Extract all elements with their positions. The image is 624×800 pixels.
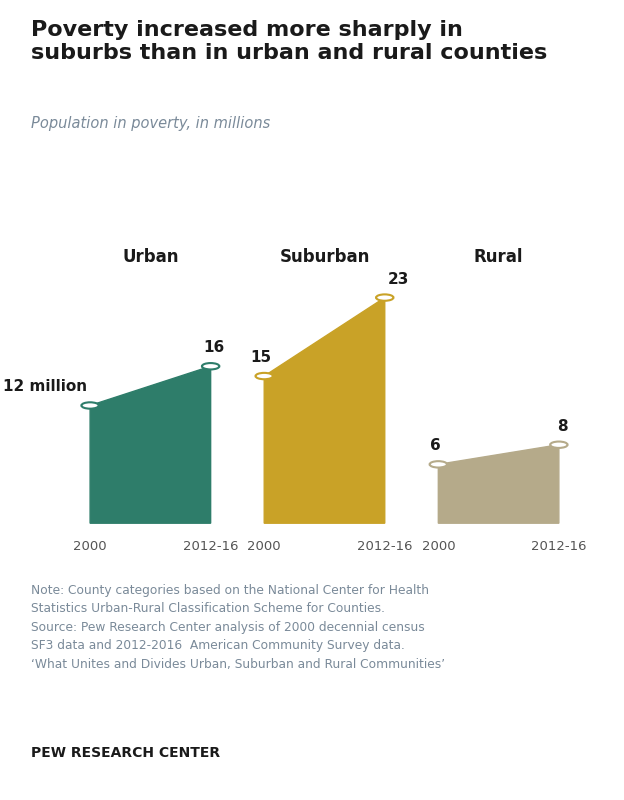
Text: Note: County categories based on the National Center for Health
Statistics Urban: Note: County categories based on the Nat… <box>31 584 446 671</box>
Text: 2012-16: 2012-16 <box>183 540 238 554</box>
Text: 2000: 2000 <box>247 540 281 554</box>
Circle shape <box>81 402 99 409</box>
Text: 2012-16: 2012-16 <box>357 540 412 554</box>
Text: Population in poverty, in millions: Population in poverty, in millions <box>31 116 270 131</box>
Circle shape <box>429 461 447 467</box>
Text: 2000: 2000 <box>421 540 455 554</box>
Circle shape <box>202 363 220 370</box>
Text: 12 million: 12 million <box>2 379 87 394</box>
Polygon shape <box>438 445 559 523</box>
Text: Urban: Urban <box>122 248 178 266</box>
Polygon shape <box>264 298 385 523</box>
Circle shape <box>550 442 568 448</box>
Polygon shape <box>90 366 211 523</box>
Text: 16: 16 <box>203 340 225 355</box>
Text: 6: 6 <box>429 438 441 454</box>
Circle shape <box>376 294 394 301</box>
Text: 2000: 2000 <box>73 540 107 554</box>
Text: PEW RESEARCH CENTER: PEW RESEARCH CENTER <box>31 746 220 760</box>
Text: 23: 23 <box>388 271 409 286</box>
Text: Rural: Rural <box>474 248 524 266</box>
Text: 8: 8 <box>557 418 567 434</box>
Text: 2012-16: 2012-16 <box>531 540 587 554</box>
Circle shape <box>255 373 273 379</box>
Text: Suburban: Suburban <box>280 248 369 266</box>
Text: Poverty increased more sharply in
suburbs than in urban and rural counties: Poverty increased more sharply in suburb… <box>31 20 547 63</box>
Text: 15: 15 <box>250 350 271 365</box>
